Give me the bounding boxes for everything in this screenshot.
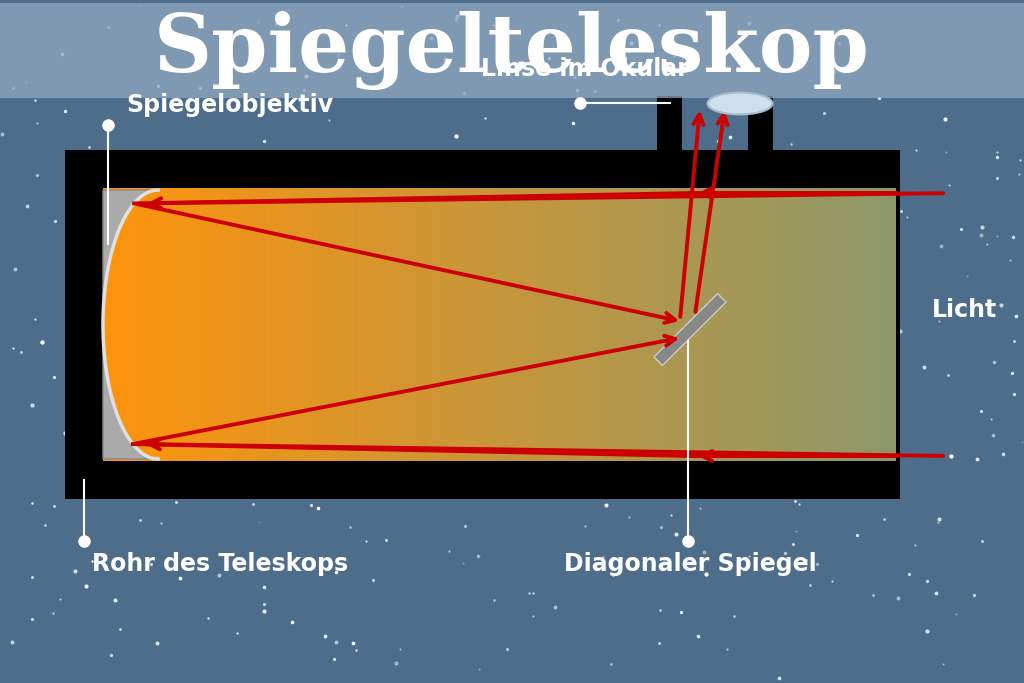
Bar: [0, 3, 1024, 98]
Text: Linse im Okular: Linse im Okular: [481, 57, 689, 81]
Bar: [65, 150, 900, 188]
Bar: [773, 150, 900, 188]
Bar: [65, 150, 657, 188]
Polygon shape: [654, 294, 726, 365]
Ellipse shape: [708, 92, 772, 115]
Text: Diagonaler Spiegel: Diagonaler Spiegel: [563, 551, 816, 576]
Bar: [748, 150, 900, 188]
Text: Spiegelobjektiv: Spiegelobjektiv: [126, 94, 334, 117]
Bar: [65, 461, 900, 499]
Bar: [896, 150, 900, 499]
Bar: [65, 150, 103, 499]
Text: Rohr des Teleskops: Rohr des Teleskops: [92, 551, 348, 576]
Text: Spiegelteleskop: Spiegelteleskop: [154, 11, 870, 89]
Text: Licht: Licht: [933, 298, 997, 322]
Polygon shape: [103, 190, 158, 459]
Bar: [657, 96, 682, 188]
Bar: [748, 96, 773, 188]
